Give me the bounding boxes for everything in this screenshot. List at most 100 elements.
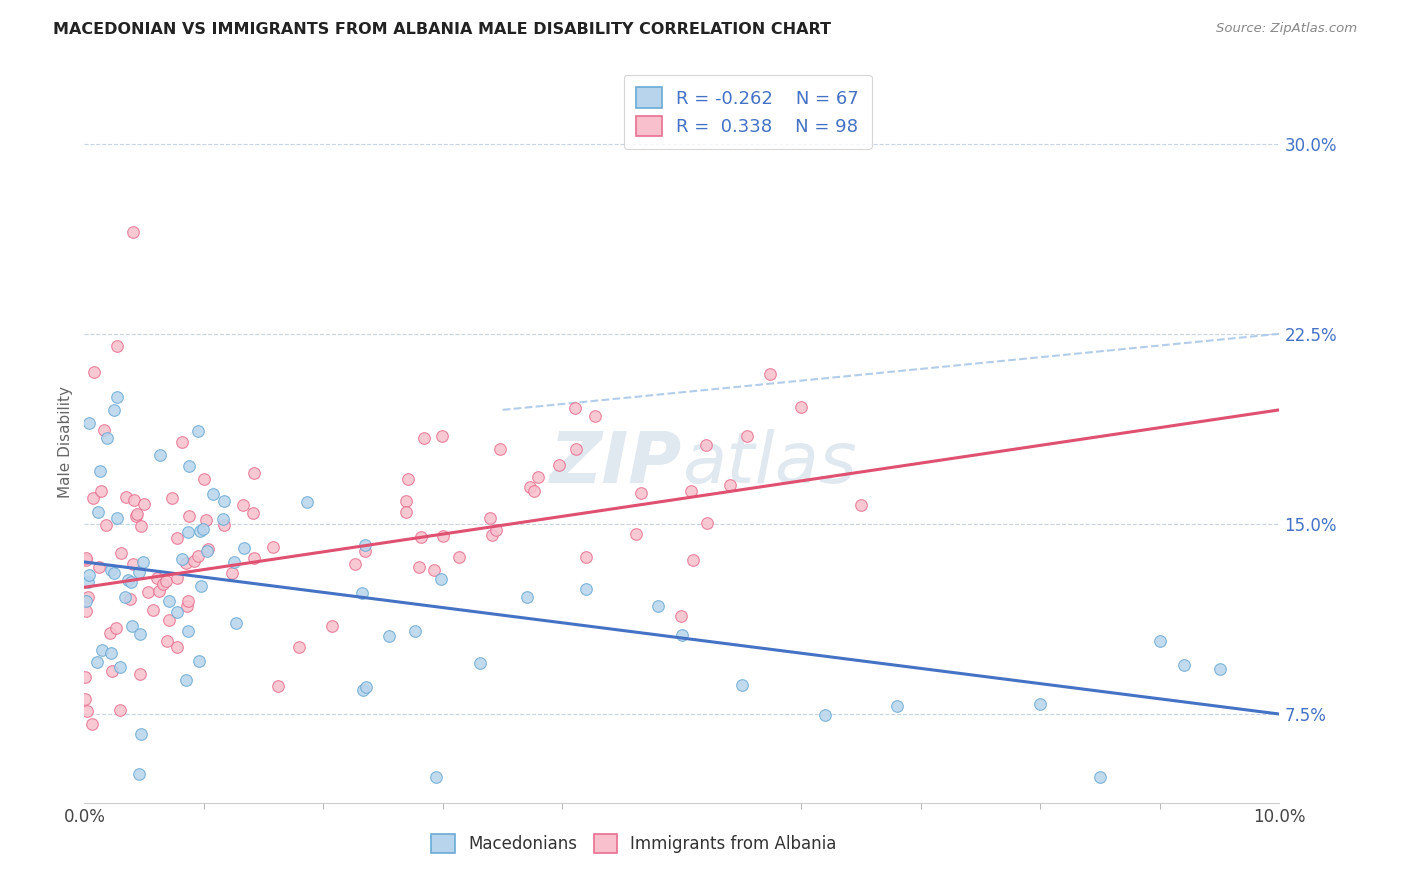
Point	[129, 519, 152, 533]
Point	[478, 511, 501, 525]
Point	[90, 483, 112, 498]
Point	[136, 584, 159, 599]
Point	[75, 594, 97, 608]
Point	[1090, 771, 1112, 785]
Point	[166, 640, 188, 654]
Point	[117, 573, 139, 587]
Point	[75, 604, 97, 618]
Point	[87, 505, 110, 519]
Point	[166, 606, 188, 620]
Point	[157, 594, 180, 608]
Point	[86, 655, 108, 669]
Point	[183, 554, 205, 568]
Point	[321, 619, 343, 633]
Point	[155, 574, 177, 589]
Point	[212, 493, 235, 508]
Y-axis label: Male Disability: Male Disability	[58, 385, 73, 498]
Text: atlas: atlas	[682, 429, 856, 498]
Point	[814, 708, 837, 723]
Point	[87, 560, 110, 574]
Point	[170, 434, 193, 449]
Point	[129, 627, 152, 641]
Point	[225, 615, 247, 630]
Point	[77, 591, 100, 605]
Point	[177, 624, 200, 639]
Point	[353, 538, 375, 552]
Point	[105, 390, 128, 404]
Point	[121, 619, 143, 633]
Point	[193, 472, 215, 486]
Point	[187, 549, 209, 563]
Point	[624, 527, 647, 541]
Point	[647, 599, 669, 613]
Point	[222, 555, 245, 569]
Point	[90, 643, 112, 657]
Point	[176, 556, 198, 570]
Point	[82, 491, 104, 505]
Point	[352, 585, 374, 599]
Point	[190, 579, 212, 593]
Point	[232, 498, 254, 512]
Point	[564, 401, 586, 415]
Point	[790, 400, 813, 414]
Point	[73, 670, 96, 684]
Point	[851, 498, 873, 512]
Point	[886, 698, 908, 713]
Point	[449, 550, 471, 565]
Point	[142, 603, 165, 617]
Point	[170, 552, 193, 566]
Point	[188, 654, 211, 668]
Point	[430, 429, 453, 443]
Point	[179, 508, 201, 523]
Point	[110, 546, 132, 560]
Point	[103, 402, 125, 417]
Text: MACEDONIAN VS IMMIGRANTS FROM ALBANIA MALE DISABILITY CORRELATION CHART: MACEDONIAN VS IMMIGRANTS FROM ALBANIA MA…	[53, 22, 831, 37]
Point	[735, 429, 758, 443]
Point	[177, 525, 200, 540]
Point	[125, 508, 148, 522]
Point	[105, 511, 128, 525]
Point	[489, 442, 512, 456]
Point	[354, 681, 377, 695]
Point	[176, 673, 198, 688]
Point	[287, 640, 309, 655]
Point	[73, 692, 96, 706]
Point	[188, 524, 211, 538]
Point	[105, 339, 128, 353]
Point	[77, 416, 100, 430]
Point	[121, 226, 143, 240]
Point	[404, 624, 426, 638]
Point	[630, 485, 652, 500]
Point	[344, 557, 367, 571]
Point	[695, 437, 717, 451]
Point	[575, 549, 598, 564]
Point	[470, 657, 492, 671]
Point	[160, 491, 183, 505]
Point	[177, 459, 200, 474]
Point	[166, 571, 188, 585]
Point	[115, 490, 138, 504]
Point	[1029, 697, 1052, 711]
Point	[423, 563, 446, 577]
Point	[76, 551, 98, 566]
Point	[718, 478, 741, 492]
Point	[352, 682, 374, 697]
Point	[149, 448, 172, 462]
Point	[77, 574, 100, 589]
Point	[128, 666, 150, 681]
Point	[187, 424, 209, 438]
Point	[242, 506, 264, 520]
Point	[94, 517, 117, 532]
Point	[262, 541, 284, 555]
Point	[110, 660, 132, 674]
Point	[527, 470, 550, 484]
Point	[409, 531, 432, 545]
Point	[696, 516, 718, 530]
Point	[429, 572, 451, 586]
Point	[195, 512, 218, 526]
Point	[191, 522, 214, 536]
Point	[100, 563, 122, 577]
Point	[671, 628, 693, 642]
Point	[132, 497, 155, 511]
Point	[669, 609, 692, 624]
